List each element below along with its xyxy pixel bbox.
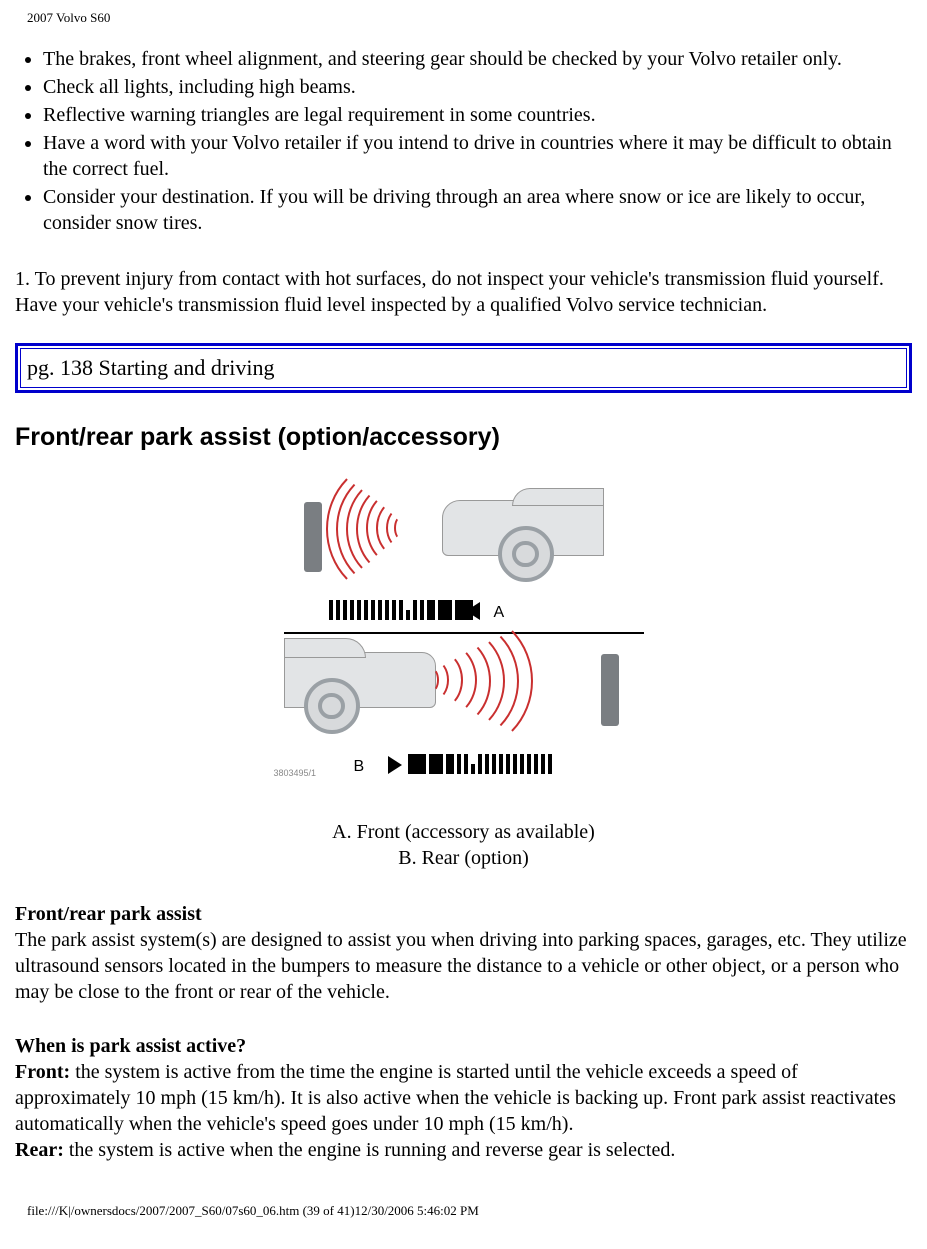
transmission-note: 1. To prevent injury from contact with h… <box>15 266 912 318</box>
page-number-box: pg. 138 Starting and driving <box>15 343 912 393</box>
park-assist-description: Front/rear park assist The park assist s… <box>15 901 912 1005</box>
wheel-icon <box>304 678 360 734</box>
speaker-icon <box>388 756 402 774</box>
diagram-caption: A. Front (accessory as available) B. Rea… <box>15 819 912 871</box>
doc-header-title: 2007 Volvo S60 <box>27 10 912 26</box>
diagram-panel-b: B 3803495/1 <box>284 634 644 784</box>
when-active-description: When is park assist active? Front: the s… <box>15 1033 912 1163</box>
bullet-item: Reflective warning triangles are legal r… <box>43 102 912 128</box>
front-text: the system is active from the time the e… <box>15 1061 896 1135</box>
bullet-item: The brakes, front wheel alignment, and s… <box>43 46 912 72</box>
panel-b-label: B <box>354 758 365 776</box>
rear-label: Rear: <box>15 1139 64 1161</box>
para2-heading: When is park assist active? <box>15 1035 246 1057</box>
rear-text: the system is active when the engine is … <box>64 1139 675 1161</box>
barcode-icon <box>408 754 552 774</box>
advice-bullet-list: The brakes, front wheel alignment, and s… <box>15 46 912 236</box>
para1-heading: Front/rear park assist <box>15 903 202 925</box>
caption-line-a: A. Front (accessory as available) <box>332 821 595 843</box>
bullet-item: Check all lights, including high beams. <box>43 74 912 100</box>
bullet-item: Consider your destination. If you will b… <box>43 184 912 236</box>
front-label: Front: <box>15 1061 70 1083</box>
image-id-label: 3803495/1 <box>274 768 317 778</box>
wheel-icon <box>498 526 554 582</box>
footer-file-path: file:///K|/ownersdocs/2007/2007_S60/07s6… <box>27 1203 912 1219</box>
section-heading: Front/rear park assist (option/accessory… <box>15 423 912 452</box>
car-hood-icon <box>512 488 604 506</box>
para1-text: The park assist system(s) are designed t… <box>15 929 907 1003</box>
caption-line-b: B. Rear (option) <box>398 847 529 869</box>
car-roof-icon <box>284 638 366 658</box>
sound-arcs-icon <box>419 624 599 734</box>
bullet-item: Have a word with your Volvo retailer if … <box>43 130 912 182</box>
pillar-icon <box>601 654 619 726</box>
park-assist-diagram: A B 3803495/1 <box>284 482 644 784</box>
page-number-text: pg. 138 Starting and driving <box>20 348 907 388</box>
